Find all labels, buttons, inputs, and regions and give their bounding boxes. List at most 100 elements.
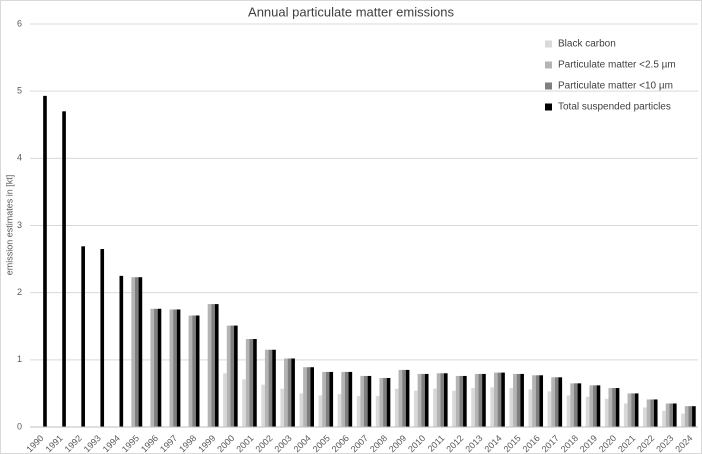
bar — [272, 349, 276, 427]
y-axis-label: emission estimates in [kt] — [4, 175, 14, 276]
bar — [520, 373, 524, 427]
bar — [653, 399, 658, 427]
y-tick-label: 4 — [17, 153, 22, 163]
bar — [230, 325, 235, 427]
bar — [566, 395, 571, 427]
bar — [341, 371, 345, 427]
bar — [650, 399, 654, 427]
bar — [585, 396, 590, 427]
bar — [547, 391, 552, 427]
bar — [554, 377, 559, 427]
bar — [207, 304, 212, 427]
bar — [440, 373, 444, 427]
bar — [249, 339, 254, 427]
bar — [405, 369, 410, 427]
bar — [62, 111, 66, 428]
bar — [318, 395, 323, 427]
bar — [214, 304, 219, 427]
bar — [692, 406, 696, 427]
bar — [287, 358, 292, 427]
bar — [539, 375, 544, 427]
bar — [535, 375, 540, 427]
bar — [551, 377, 555, 427]
bar — [348, 371, 353, 427]
bar — [421, 373, 425, 427]
bar — [306, 367, 311, 427]
y-tick-label: 2 — [17, 287, 22, 297]
bar — [253, 339, 257, 427]
bar — [325, 371, 330, 427]
bar — [375, 396, 380, 427]
bar — [242, 379, 246, 427]
legend-swatch — [545, 61, 552, 69]
bar — [608, 388, 613, 427]
bar — [497, 372, 502, 427]
bar — [662, 410, 666, 427]
bar — [134, 277, 139, 427]
y-tick-label: 6 — [17, 18, 22, 28]
bar — [474, 373, 479, 427]
bar — [100, 249, 105, 427]
legend-label: Total suspended particles — [558, 102, 671, 113]
bar — [360, 375, 364, 427]
bar — [509, 388, 514, 427]
bar — [280, 388, 285, 427]
bar — [646, 399, 651, 427]
bar — [528, 389, 533, 427]
bar — [234, 325, 238, 427]
legend-swatch — [545, 82, 552, 90]
bar — [414, 390, 418, 427]
bar — [402, 369, 406, 427]
y-tick-label: 3 — [17, 220, 22, 230]
bar — [138, 277, 143, 427]
bar — [195, 315, 200, 427]
bar — [532, 375, 536, 427]
bar — [344, 371, 349, 427]
bar — [684, 406, 689, 427]
bar — [577, 383, 582, 427]
bar — [558, 377, 563, 427]
bar — [261, 384, 265, 427]
bar — [596, 385, 601, 427]
bar — [81, 246, 85, 427]
legend-label: Particulate matter <10 µm — [558, 81, 673, 92]
bar — [394, 388, 399, 427]
bar — [452, 390, 456, 427]
bar — [157, 308, 162, 427]
bar — [119, 275, 124, 427]
bar — [643, 407, 647, 427]
bar — [501, 372, 505, 427]
bar — [303, 367, 307, 427]
bar — [223, 373, 227, 427]
bar — [627, 393, 632, 427]
bar — [455, 375, 460, 427]
bar — [43, 95, 47, 427]
bar — [513, 373, 517, 427]
bar — [665, 403, 670, 427]
legend-swatch — [545, 103, 552, 111]
bar — [356, 396, 361, 427]
bar — [322, 371, 326, 427]
bar — [623, 403, 628, 427]
bar — [436, 373, 441, 427]
bar — [634, 393, 639, 427]
bar — [681, 413, 685, 427]
bar — [337, 394, 342, 427]
bar — [383, 377, 387, 427]
bar — [482, 373, 486, 427]
bar — [291, 358, 295, 427]
bar — [478, 373, 483, 427]
bar — [688, 406, 693, 427]
y-tick-label: 0 — [17, 421, 22, 431]
bar — [443, 373, 448, 427]
bar — [593, 385, 597, 427]
bar — [245, 339, 250, 427]
bar — [284, 358, 288, 427]
bar — [417, 373, 422, 427]
bar — [154, 308, 158, 427]
bar — [299, 393, 304, 427]
bar — [471, 388, 475, 427]
chart-title: Annual particulate matter emissions — [248, 4, 454, 19]
bar — [188, 315, 193, 427]
bar — [490, 387, 494, 427]
